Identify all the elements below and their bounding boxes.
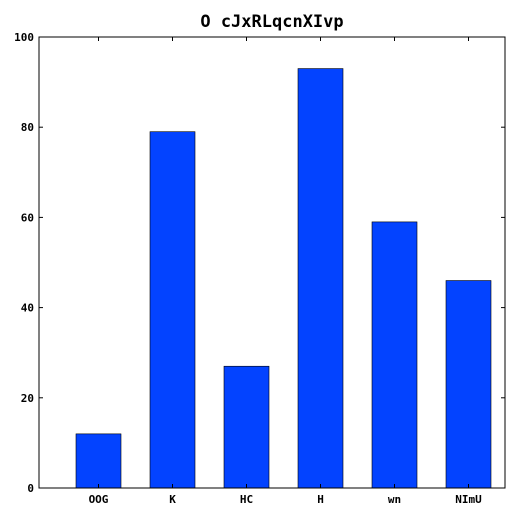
bar-H xyxy=(297,68,344,489)
bars-group xyxy=(75,68,492,489)
y-tick-label: 0 xyxy=(27,482,34,495)
plot-frame xyxy=(38,36,506,489)
y-tick-label: 100 xyxy=(14,31,34,44)
x-tick-label: wn xyxy=(388,493,401,506)
x-tick-label: H xyxy=(317,493,324,506)
y-tick-label: 80 xyxy=(21,121,34,134)
bar-K xyxy=(149,131,196,489)
bar-HC xyxy=(223,365,270,489)
bar-OOG xyxy=(75,433,122,489)
y-axis: 0 20 40 60 80 100 xyxy=(14,31,505,495)
x-tick-label: NImU xyxy=(455,493,482,506)
x-tick-label: K xyxy=(169,493,176,506)
bar-wn xyxy=(371,221,418,489)
bar-NImU xyxy=(445,280,492,489)
x-tick-label: HC xyxy=(240,493,253,506)
y-tick-label: 20 xyxy=(21,392,34,405)
y-tick-label: 60 xyxy=(21,211,34,224)
y-tick-label: 40 xyxy=(21,302,34,315)
x-tick-label: OOG xyxy=(89,493,109,506)
chart-title: O cJxRLqcnXIvp xyxy=(200,12,343,32)
